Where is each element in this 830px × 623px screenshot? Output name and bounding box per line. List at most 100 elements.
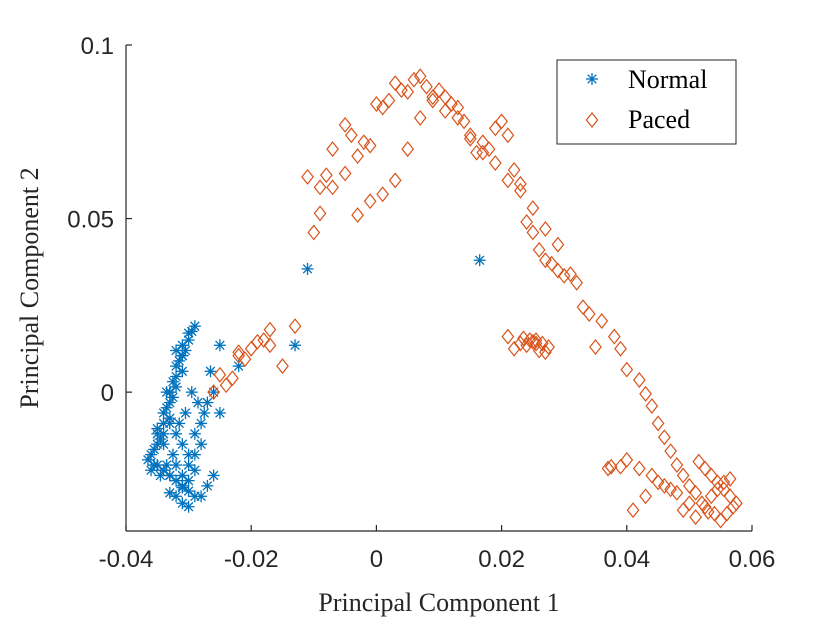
normal-point <box>473 254 486 267</box>
paced-point <box>557 267 571 284</box>
paced-point <box>532 241 546 258</box>
normal-point <box>170 427 183 440</box>
normal-point <box>160 386 173 399</box>
normal-point <box>182 459 195 472</box>
normal-point <box>188 448 201 461</box>
paced-point <box>344 127 358 144</box>
paced-point <box>413 109 427 126</box>
normal-point <box>182 327 195 340</box>
paced-point <box>657 429 671 446</box>
paced-point <box>717 474 731 491</box>
legend: Normal Paced <box>556 59 737 145</box>
paced-point <box>338 116 352 133</box>
paced-point <box>670 484 684 501</box>
paced-point <box>363 193 377 210</box>
normal-point <box>188 464 201 477</box>
paced-point <box>529 335 543 352</box>
paced-point <box>576 299 590 316</box>
paced-point <box>514 182 527 199</box>
normal-point <box>170 360 183 373</box>
paced-point <box>639 385 652 402</box>
paced-point <box>488 155 502 171</box>
paced-point <box>507 162 521 178</box>
paced-point <box>463 127 477 144</box>
paced-point <box>476 144 490 161</box>
normal-point <box>170 344 183 357</box>
normal-point <box>213 406 226 419</box>
paced-point <box>263 321 277 338</box>
paced-point <box>676 467 690 484</box>
paced-point <box>501 172 515 189</box>
normal-point <box>188 427 201 440</box>
paced-point <box>645 467 659 484</box>
paced-point <box>632 372 646 388</box>
legend-label-normal: Normal <box>628 65 707 94</box>
normal-point <box>207 469 220 482</box>
paced-point <box>607 328 621 345</box>
x-axis-label: Principal Component 1 <box>318 588 559 617</box>
paced-point <box>664 443 677 460</box>
normal-point <box>191 396 204 409</box>
x-tick-label: -0.04 <box>99 546 154 573</box>
paced-point <box>288 318 302 335</box>
normal-point <box>182 485 195 498</box>
normal-point <box>176 339 189 352</box>
paced-point <box>232 347 246 364</box>
paced-point <box>388 172 402 189</box>
paced-point <box>263 337 277 354</box>
paced-point <box>570 274 584 291</box>
normal-point <box>182 474 195 487</box>
paced-point <box>539 252 552 269</box>
paced-point <box>670 457 684 474</box>
normal-point <box>151 427 164 440</box>
normal-point <box>195 438 208 451</box>
y-ticks: 0 0.05 0.1 <box>67 33 132 407</box>
paced-point <box>632 460 646 477</box>
paced-point <box>363 137 377 154</box>
normal-point <box>176 438 189 451</box>
paced-point <box>338 165 352 182</box>
normal-point <box>145 464 158 477</box>
paced-point <box>542 339 555 355</box>
paced-point <box>526 224 540 241</box>
paced-point <box>626 502 640 519</box>
paced-point <box>376 186 390 203</box>
normal-point <box>182 334 195 347</box>
legend-asterisk-icon <box>586 73 598 85</box>
normal-point <box>176 365 189 378</box>
paced-point <box>451 99 465 116</box>
normal-point <box>157 406 170 419</box>
paced-point <box>676 502 690 519</box>
x-tick-label: 0.02 <box>478 546 525 573</box>
paced-point <box>301 168 314 185</box>
paced-point <box>307 224 321 241</box>
normal-point <box>204 365 217 378</box>
paced-point <box>226 370 239 387</box>
normal-point <box>163 486 176 499</box>
x-tick-label: -0.02 <box>224 546 279 573</box>
x-ticks: -0.04 -0.02 0 0.02 0.04 0.06 <box>99 525 775 573</box>
paced-point <box>507 340 521 357</box>
paced-point <box>351 148 364 165</box>
paced-point <box>551 262 565 279</box>
paced-point <box>564 266 577 283</box>
series-paced <box>207 68 743 529</box>
paced-point <box>620 361 634 378</box>
paced-point <box>326 141 339 158</box>
normal-point <box>157 438 170 451</box>
normal-point <box>207 386 220 399</box>
paced-point <box>407 71 421 88</box>
paced-point <box>420 78 433 95</box>
paced-point <box>313 205 327 222</box>
legend-diamond-icon <box>585 112 599 128</box>
paced-point <box>251 333 264 350</box>
paced-point <box>482 141 496 158</box>
paced-point <box>692 453 706 470</box>
paced-point <box>539 344 552 361</box>
paced-point <box>526 200 540 217</box>
normal-point <box>176 349 189 362</box>
paced-point <box>438 102 452 119</box>
legend-marker-normal <box>586 73 598 85</box>
normal-point <box>179 406 192 419</box>
